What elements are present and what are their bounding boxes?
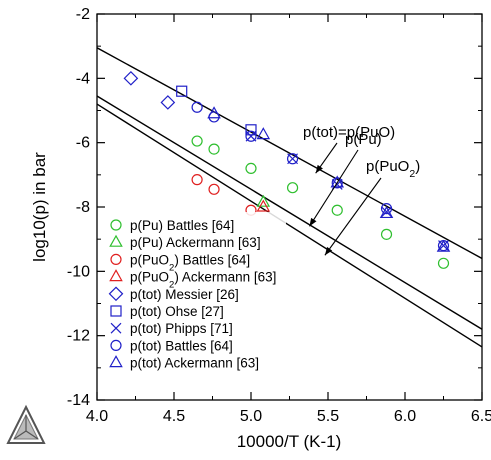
data-point-circle — [331, 177, 343, 189]
data-point-triangle — [436, 239, 451, 252]
legend-marker-triangle — [109, 269, 123, 282]
legend-entry: p(PuO2) Ackermann [63] — [130, 270, 276, 291]
x-axis-label: 10000/T (K-1) — [237, 432, 342, 451]
legend-marker-triangle — [109, 234, 123, 247]
legend-marker-triangle — [109, 355, 123, 368]
legend-entry: p(Pu) Battles [64] — [130, 218, 234, 233]
legend-entry: p(tot) Messier [26] — [130, 287, 239, 302]
data-point-circle — [191, 101, 203, 113]
data-point-circle — [286, 182, 299, 194]
annotation-arrowhead — [315, 164, 323, 174]
data-point-circle — [208, 183, 220, 195]
data-point-circle — [286, 153, 299, 165]
data-point-circle — [245, 130, 257, 142]
data-point-circle — [191, 174, 203, 186]
legend-entry: p(tot) Phipps [71] — [130, 321, 233, 336]
y-tick-label: -4 — [76, 70, 90, 87]
data-point-triangle — [256, 127, 271, 140]
data-point-circle — [208, 143, 220, 155]
fit-line-1 — [97, 47, 482, 260]
y-tick-label: -8 — [76, 199, 90, 216]
fit-line-3 — [97, 103, 482, 348]
annotation-label: p(PuO2) — [366, 158, 420, 180]
annotation-arrowhead — [324, 246, 333, 256]
y-tick-label: -2 — [76, 6, 90, 23]
x-tick-label: 4.5 — [163, 408, 185, 425]
x-tick-label: 6.0 — [394, 408, 416, 425]
legend-marker-square — [110, 305, 122, 317]
data-point-circle — [380, 203, 393, 215]
legend: p(Pu) Battles [64] p(Pu) Ackermann [63] p(… — [108, 218, 276, 371]
data-point-square — [176, 85, 188, 97]
data-point-triangle — [256, 194, 271, 207]
x-tick-label: 5.0 — [240, 408, 262, 425]
y-tick-label: -14 — [67, 392, 90, 409]
data-point-triangle — [207, 106, 221, 119]
y-tick-label: -12 — [67, 328, 90, 345]
legend-marker-circle — [110, 219, 122, 231]
fit-line-2 — [97, 95, 482, 330]
legend-entry: p(Pu) Ackermann [63] — [130, 235, 261, 250]
legend-entry: p(tot) Ohse [27] — [130, 304, 224, 319]
legend-entry: p(tot) Battles [64] — [130, 338, 233, 353]
y-tick-label: -10 — [67, 263, 90, 280]
annotation-arrow — [324, 177, 382, 256]
data-point-x — [381, 206, 392, 218]
legend-entry: p(tot) Ackermann [63] — [130, 356, 259, 371]
data-point-diamond — [123, 70, 139, 86]
triangle-logo-icon — [6, 404, 46, 444]
data-point-circle — [331, 204, 343, 216]
data-point-triangle — [379, 205, 394, 219]
annotation-label: p(Pu) — [345, 131, 382, 148]
data-point-circle — [380, 228, 393, 240]
legend-marker-circle — [110, 253, 122, 265]
y-axis-label: log10(p) in bar — [30, 152, 49, 262]
legend-background — [106, 212, 286, 392]
annotation-label: p(tot)=p(PuO) — [303, 124, 395, 141]
data-point-triangle — [330, 175, 345, 188]
annotation-arrowhead — [309, 217, 317, 227]
x-tick-label: 6.5 — [471, 408, 491, 425]
x-tick-label: 4.0 — [86, 408, 108, 425]
legend-marker-circle — [110, 339, 122, 351]
data-point-triangle — [256, 199, 271, 212]
x-tick-label: 5.5 — [317, 408, 339, 425]
y-tick-label: -6 — [76, 135, 90, 152]
legend-marker-x — [110, 322, 122, 334]
legend-entry: p(PuO2) Battles [64] — [130, 252, 250, 273]
data-point-circle — [245, 162, 257, 174]
legend-marker-diamond — [108, 286, 124, 302]
data-point-diamond — [160, 95, 176, 110]
data-point-square — [245, 124, 257, 136]
annotation-arrow — [309, 149, 359, 227]
data-point-circle — [191, 135, 203, 147]
data-point-circle — [437, 257, 450, 269]
